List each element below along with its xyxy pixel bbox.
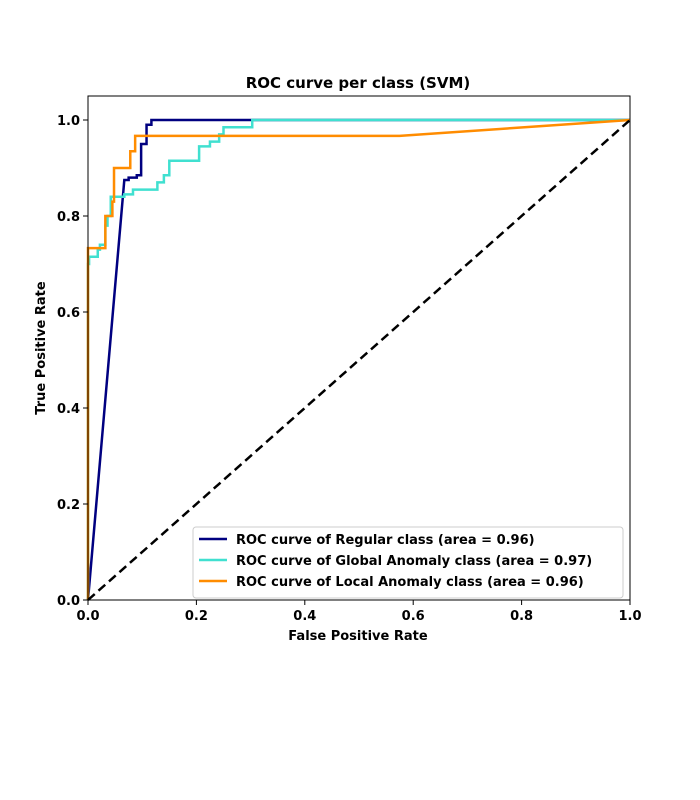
legend-box	[192, 526, 624, 599]
x-tick-label: 0.4	[293, 609, 316, 624]
legend-label: ROC curve of Regular class (area = 0.96)	[236, 533, 535, 548]
diagonal-reference-line	[87, 119, 631, 601]
y-tick-label: 0.0	[57, 594, 80, 609]
legend-label: ROC curve of Global Anomaly class (area …	[236, 554, 592, 569]
y-tick-label: 0.2	[57, 498, 80, 513]
legend: ROC curve of Regular class (area = 0.96)…	[192, 526, 624, 599]
series-line-2	[86, 118, 631, 600]
chart-title: ROC curve per class (SVM)	[246, 74, 471, 92]
legend-label: ROC curve of Local Anomaly class (area =…	[236, 575, 584, 590]
x-tick-label: 1.0	[618, 609, 641, 624]
series-line-1	[86, 118, 630, 600]
axes-frame	[87, 95, 631, 601]
x-axis-label: False Positive Rate	[288, 629, 428, 644]
x-tick-label: 0.0	[76, 609, 99, 624]
y-tick-label: 0.4	[57, 402, 80, 417]
series-line-0	[86, 118, 630, 601]
x-tick-label: 0.2	[185, 609, 208, 624]
y-axis-label: True Positive Rate	[34, 281, 49, 415]
x-tick-label: 0.8	[510, 609, 533, 624]
x-tick-label: 0.6	[402, 609, 425, 624]
plot-area: 0.0 0.2 0.4 0.6 0.8 1.0 0.0 0.2 0.4 0.6 0.8 1.0	[57, 95, 642, 624]
y-tick-label: 1.0	[57, 114, 80, 129]
y-tick-label: 0.8	[57, 210, 80, 225]
y-tick-label: 0.6	[57, 306, 80, 321]
